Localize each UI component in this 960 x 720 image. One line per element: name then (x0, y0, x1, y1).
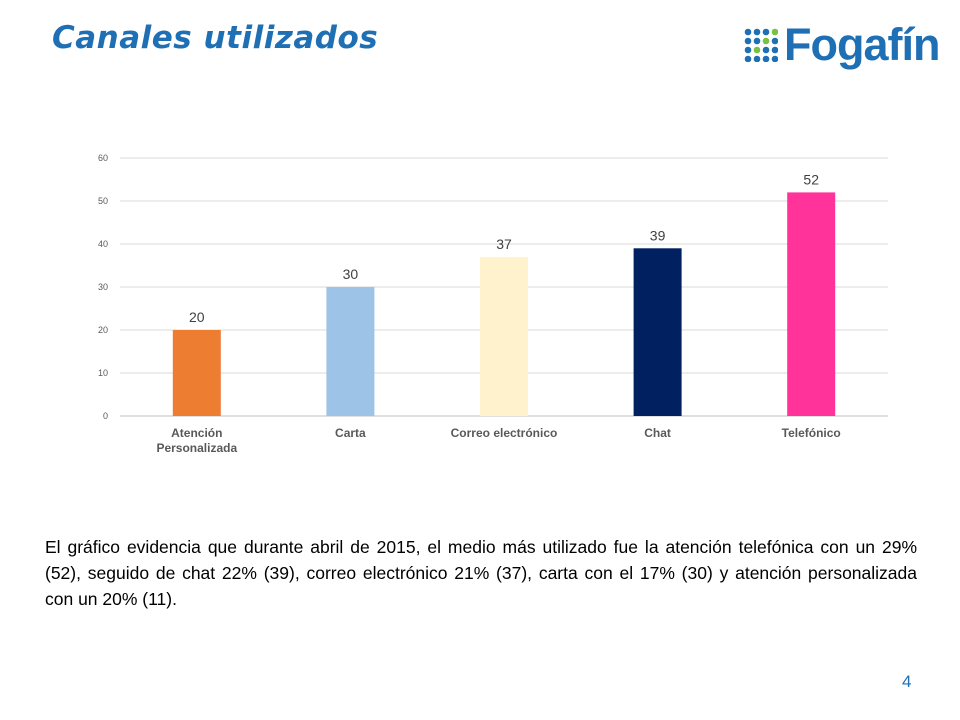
y-tick-label: 10 (98, 368, 108, 378)
fogafin-logo: Fogafín (744, 19, 944, 76)
category-label: Correo electrónico (451, 426, 558, 440)
bar-chart: 0 10 20 30 40 50 60 20 30 37 39 52 Atención Persona… (98, 153, 888, 455)
page-number: 4 (902, 672, 912, 691)
bar (480, 256, 528, 416)
data-label: 20 (189, 309, 205, 325)
y-tick-label: 20 (98, 325, 108, 335)
gridlines (120, 157, 888, 417)
data-label: 39 (650, 227, 666, 243)
category-label: Telefónico (782, 426, 841, 440)
bar (172, 330, 221, 416)
data-labels: 20 30 37 39 52 (189, 171, 819, 325)
logo-text: Fogafín (784, 19, 940, 70)
y-tick-label: 0 (103, 411, 108, 421)
data-label: 30 (343, 266, 359, 282)
data-label: 37 (496, 236, 512, 252)
chart-description: El gráfico evidencia que durante abril d… (45, 537, 917, 609)
category-labels: Atención Personalizada Carta Correo electró… (156, 426, 840, 455)
y-tick-label: 50 (98, 196, 108, 206)
category-label: Chat (644, 426, 671, 440)
category-label: Carta (335, 426, 366, 440)
bar (633, 248, 682, 416)
y-tick-label: 30 (98, 282, 108, 292)
data-label: 52 (803, 171, 819, 187)
bar (787, 192, 836, 416)
y-tick-label: 60 (98, 153, 108, 163)
page-title: Canales utilizados (52, 20, 379, 56)
category-label: Atención Personalizada (156, 426, 237, 455)
bars (172, 192, 836, 416)
dot-grid-logo-icon (744, 28, 778, 62)
y-axis-ticks: 0 10 20 30 40 50 60 (98, 153, 108, 421)
y-tick-label: 40 (98, 239, 108, 249)
bar (326, 287, 375, 416)
